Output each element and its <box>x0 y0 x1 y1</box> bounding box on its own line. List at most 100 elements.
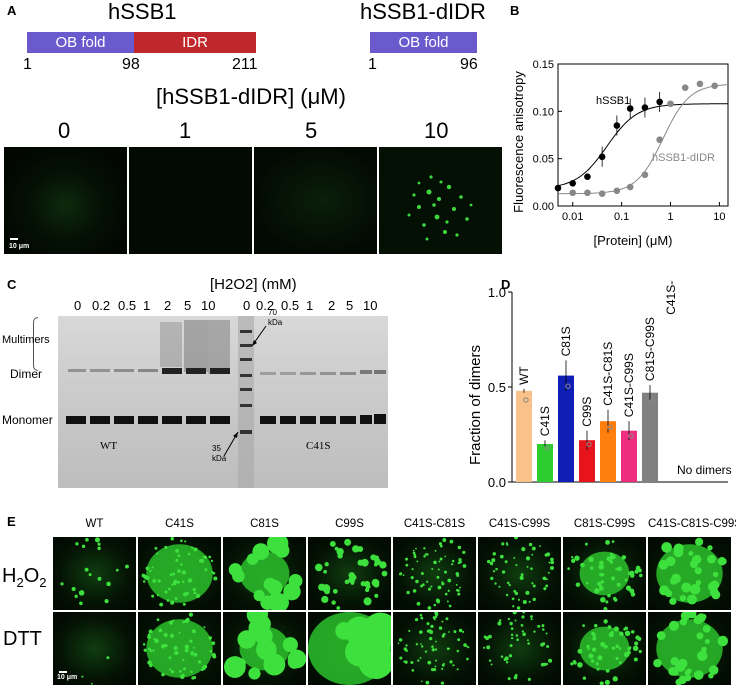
bar <box>621 430 637 482</box>
x-tick-label: 0.1 <box>614 211 629 223</box>
y-tick-label: 0.10 <box>533 106 554 118</box>
lane-label: 2 <box>164 298 172 313</box>
data-point <box>667 100 674 108</box>
legend-hssb1: hSSB1 <box>596 95 630 107</box>
y-axis-title: Fraction of dimers <box>467 345 484 465</box>
micrograph-dtt <box>393 612 476 685</box>
data-point <box>626 183 634 191</box>
position-label: 211 <box>232 56 258 73</box>
data-point <box>656 136 663 144</box>
micrograph-1um <box>129 147 252 254</box>
legend-hssb1-didr: hSSB1-dIDR <box>652 152 715 164</box>
lane-label: 5 <box>184 298 192 313</box>
y-tick-label: 0.5 <box>488 380 506 395</box>
scale-bar-label: 10 μm <box>57 674 78 681</box>
ob-fold-domain: OB fold <box>370 32 477 53</box>
lane-label: 2 <box>328 298 336 313</box>
data-point <box>696 80 704 88</box>
x-tick-label: 0.01 <box>562 211 583 223</box>
position-label: 96 <box>460 56 478 73</box>
gel-bands <box>66 316 386 488</box>
bar-label: C81S <box>559 326 573 356</box>
data-point <box>598 153 606 161</box>
concentration-label: 10 <box>424 118 449 143</box>
hssb1-didr-domain-map: OB fold <box>370 32 477 53</box>
panel-b-label: B <box>510 3 520 18</box>
lane-label: 0.2 <box>256 298 275 313</box>
x-tick-label: 10 <box>713 211 725 223</box>
scale-bar <box>59 671 67 673</box>
bar-label: C41S-C81S <box>601 342 615 406</box>
row-label-h2o2: H2O2 <box>2 565 47 590</box>
data-point <box>613 122 621 129</box>
lane-label: 0 <box>74 298 82 313</box>
data-point <box>626 105 634 112</box>
lane-label: 10 <box>201 298 216 313</box>
micrograph-h2o2 <box>138 537 221 610</box>
scale-bar-label: 10 μm <box>9 243 30 250</box>
micrograph-5um <box>254 147 377 254</box>
column-header: C41S-C81S <box>403 518 466 530</box>
micrograph-dtt <box>648 612 731 685</box>
condensate-droplets <box>407 175 473 241</box>
data-point <box>584 173 591 180</box>
lane-label: 0.2 <box>92 298 111 313</box>
replicate-point <box>586 441 592 448</box>
y-tick-label: 0.0 <box>488 475 506 490</box>
bar <box>558 375 574 482</box>
column-header: WT <box>85 518 104 530</box>
hssb1-title: hSSB1 <box>108 0 177 24</box>
bar <box>600 421 616 482</box>
plot-frame <box>557 63 729 207</box>
position-label: 1 <box>368 56 377 73</box>
bar-label: C41S <box>538 406 552 436</box>
anisotropy-chart: 0.01 0.1 1 10 0.00 0.05 0.10 0.15 hSSB1 hSSB1-d… <box>511 59 729 248</box>
monomer-label: Monomer <box>2 413 53 427</box>
lane-label: 0.5 <box>281 298 300 313</box>
hssb1-domain-map: OB fold IDR <box>27 32 256 53</box>
column-header: C81S-C99S <box>573 518 636 530</box>
bar <box>642 392 658 482</box>
data-point <box>554 184 562 192</box>
y-tick-label: 0.05 <box>533 154 554 166</box>
y-tick-label: 0.00 <box>533 201 554 213</box>
lane-label: 10 <box>363 298 378 313</box>
concentration-label: 1 <box>179 118 192 143</box>
data-point <box>584 189 591 197</box>
y-tick-label: 0.15 <box>533 59 554 71</box>
sds-page-gel: 70 kDa 35 kDa WT C41S <box>58 308 388 488</box>
data-point <box>569 189 577 197</box>
row-label-dtt: DTT <box>3 628 42 650</box>
data-point <box>641 104 649 111</box>
micrograph-h2o2 <box>563 537 646 610</box>
micrograph-dtt <box>478 612 561 685</box>
micrograph-h2o2 <box>393 537 476 610</box>
micrograph-dtt <box>563 612 646 685</box>
micrograph-10um <box>379 147 502 254</box>
micrograph-h2o2 <box>308 537 391 610</box>
micrograph-h2o2 <box>223 537 306 610</box>
marker-70-label: 70 kDa <box>268 308 283 327</box>
panel-d-label: D <box>501 277 511 292</box>
replicate-point <box>649 398 655 405</box>
data-point <box>681 84 689 91</box>
position-label: 98 <box>122 56 140 73</box>
data-point <box>656 98 663 106</box>
column-header: C41S-C99S <box>488 518 551 530</box>
x-axis-title: [Protein] (μM) <box>593 233 672 248</box>
micrograph-dtt <box>138 612 221 685</box>
bar-label: C99S <box>580 397 594 427</box>
x-tick-label: 1 <box>667 211 673 223</box>
concentration-title: [hSSB1-dIDR] (μM) <box>156 84 346 109</box>
c41s-label: C41S <box>306 440 331 452</box>
micrograph-0um: 10 μm <box>4 147 127 254</box>
replicate-point <box>523 397 529 403</box>
scale-bar <box>10 238 18 240</box>
y-axis-title: Fluorescence anisotropy <box>511 71 526 213</box>
lane-label: 1 <box>143 298 151 313</box>
position-label: 1 <box>23 56 32 73</box>
dimer-fraction-chart: 0.0 0.5 1.0 WT C41S C81S C99S C41S-C81S C41S-C9… <box>467 280 732 490</box>
column-header: C99S <box>335 518 364 530</box>
data-point <box>711 82 718 90</box>
concentration-label: 0 <box>58 118 71 143</box>
